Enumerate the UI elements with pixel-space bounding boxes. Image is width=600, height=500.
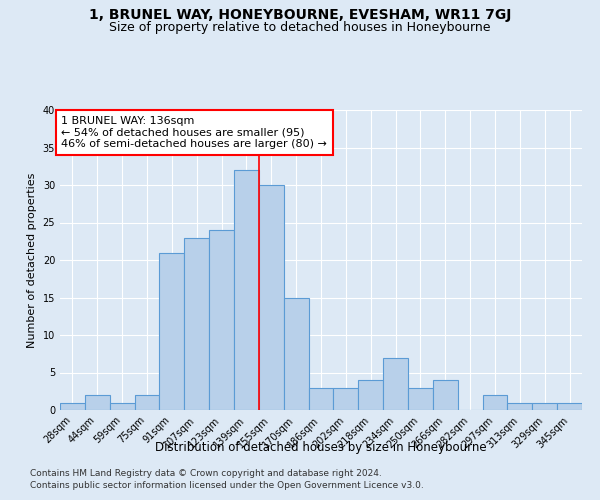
Bar — [284, 298, 308, 410]
Bar — [358, 380, 383, 410]
Bar — [209, 230, 234, 410]
Bar — [85, 395, 110, 410]
Text: Size of property relative to detached houses in Honeybourne: Size of property relative to detached ho… — [109, 21, 491, 34]
Bar — [408, 388, 433, 410]
Bar — [60, 402, 85, 410]
Bar — [160, 252, 184, 410]
Bar — [532, 402, 557, 410]
Y-axis label: Number of detached properties: Number of detached properties — [27, 172, 37, 348]
Bar — [383, 358, 408, 410]
Text: Contains HM Land Registry data © Crown copyright and database right 2024.: Contains HM Land Registry data © Crown c… — [30, 468, 382, 477]
Bar — [259, 185, 284, 410]
Bar — [334, 388, 358, 410]
Bar — [234, 170, 259, 410]
Bar — [134, 395, 160, 410]
Text: 1, BRUNEL WAY, HONEYBOURNE, EVESHAM, WR11 7GJ: 1, BRUNEL WAY, HONEYBOURNE, EVESHAM, WR1… — [89, 8, 511, 22]
Bar — [184, 238, 209, 410]
Bar — [557, 402, 582, 410]
Bar — [308, 388, 334, 410]
Bar — [508, 402, 532, 410]
Text: Distribution of detached houses by size in Honeybourne: Distribution of detached houses by size … — [155, 441, 487, 454]
Text: 1 BRUNEL WAY: 136sqm
← 54% of detached houses are smaller (95)
46% of semi-detac: 1 BRUNEL WAY: 136sqm ← 54% of detached h… — [61, 116, 327, 149]
Text: Contains public sector information licensed under the Open Government Licence v3: Contains public sector information licen… — [30, 481, 424, 490]
Bar — [110, 402, 134, 410]
Bar — [433, 380, 458, 410]
Bar — [482, 395, 508, 410]
